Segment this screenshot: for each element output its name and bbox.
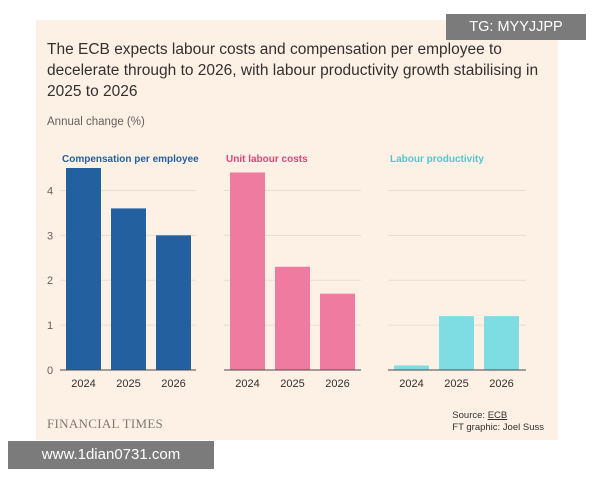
series-label: Labour productivity	[390, 154, 484, 165]
source-note: Source: ECB FT graphic: Joel Suss	[452, 410, 544, 434]
y-tick-label: 4	[47, 185, 53, 197]
x-tick-label: 2024	[399, 378, 423, 390]
y-tick-label: 2	[47, 275, 53, 287]
series-label: Compensation per employee	[62, 154, 199, 165]
bar	[156, 235, 191, 370]
x-tick-label: 2026	[325, 378, 349, 390]
x-tick-label: 2024	[235, 378, 259, 390]
x-tick-label: 2026	[489, 378, 513, 390]
source-link[interactable]: ECB	[487, 410, 508, 421]
x-tick-label: 2025	[444, 378, 468, 390]
bar	[66, 168, 101, 370]
watermark-top: TG: MYYJJPP	[446, 14, 586, 40]
bar	[111, 208, 146, 370]
watermark-bottom: www.1dian0731.com	[8, 441, 214, 469]
chart-panel: The ECB expects labour costs and compens…	[36, 20, 558, 440]
x-tick-label: 2024	[71, 378, 95, 390]
small-multiples-bar-chart: 0 1 2 3 4 Compensation per employee 2024 2025 20…	[47, 154, 526, 390]
chart-title: The ECB expects labour costs and compens…	[47, 41, 539, 100]
bar	[230, 172, 265, 370]
y-tick-label: 3	[47, 230, 53, 242]
bar	[439, 316, 474, 370]
x-tick-label: 2025	[116, 378, 140, 390]
source-prefix: Source:	[452, 410, 488, 421]
bar	[394, 365, 429, 370]
graphic-credit: FT graphic: Joel Suss	[452, 422, 544, 433]
x-tick-label: 2026	[161, 378, 185, 390]
bar	[320, 293, 355, 370]
bar	[484, 316, 519, 370]
y-tick-label: 0	[47, 365, 53, 377]
series-label: Unit labour costs	[226, 154, 308, 165]
bar	[275, 266, 310, 370]
y-axis-label: Annual change (%)	[47, 116, 145, 128]
y-tick-label: 1	[47, 320, 53, 332]
brand-wordmark: FINANCIAL TIMES	[47, 416, 164, 431]
x-tick-label: 2025	[280, 378, 304, 390]
